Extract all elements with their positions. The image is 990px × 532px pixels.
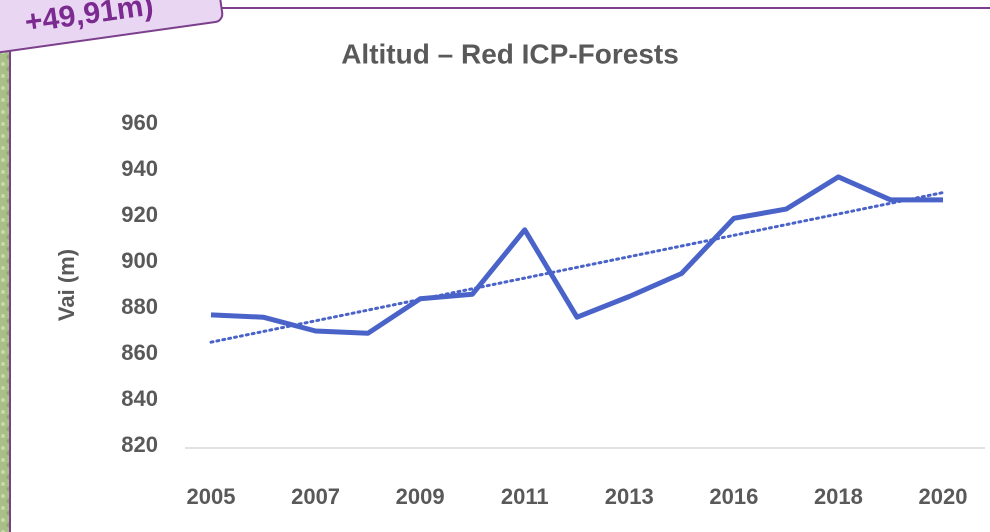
y-tick-label: 960	[121, 110, 158, 135]
x-tick-label: 2007	[291, 484, 340, 509]
chart-title: Altitud – Red ICP-Forests	[341, 38, 679, 69]
y-axis-label: Vai (m)	[54, 249, 79, 321]
x-tick-label: 2009	[396, 484, 445, 509]
x-tick-label: 2005	[187, 484, 236, 509]
x-tick-label: 2016	[709, 484, 758, 509]
y-tick-label: 880	[121, 294, 158, 319]
x-tick-label: 2013	[605, 484, 654, 509]
y-tick-label: 940	[121, 156, 158, 181]
y-tick-label: 860	[121, 340, 158, 365]
y-tick-label: 820	[121, 432, 158, 457]
x-tick-label: 2020	[919, 484, 968, 509]
y-tick-label: 840	[121, 386, 158, 411]
callout-box	[0, 0, 224, 58]
data-line	[210, 174, 943, 336]
y-tick-label: 900	[121, 248, 158, 273]
y-tick-label: 920	[121, 202, 158, 227]
callout: +49,91m)	[0, 0, 224, 58]
texture-strip	[0, 0, 10, 532]
trendline	[209, 191, 945, 344]
x-tick-label: 2018	[814, 484, 863, 509]
x-tick-label: 2011	[501, 484, 549, 509]
